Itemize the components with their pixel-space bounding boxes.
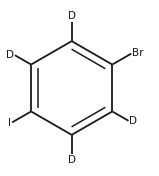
Text: D: D xyxy=(68,155,76,165)
Text: D: D xyxy=(129,116,137,126)
Text: D: D xyxy=(68,11,76,21)
Text: I: I xyxy=(8,118,11,128)
Text: Br: Br xyxy=(132,48,144,58)
Text: D: D xyxy=(6,50,14,60)
